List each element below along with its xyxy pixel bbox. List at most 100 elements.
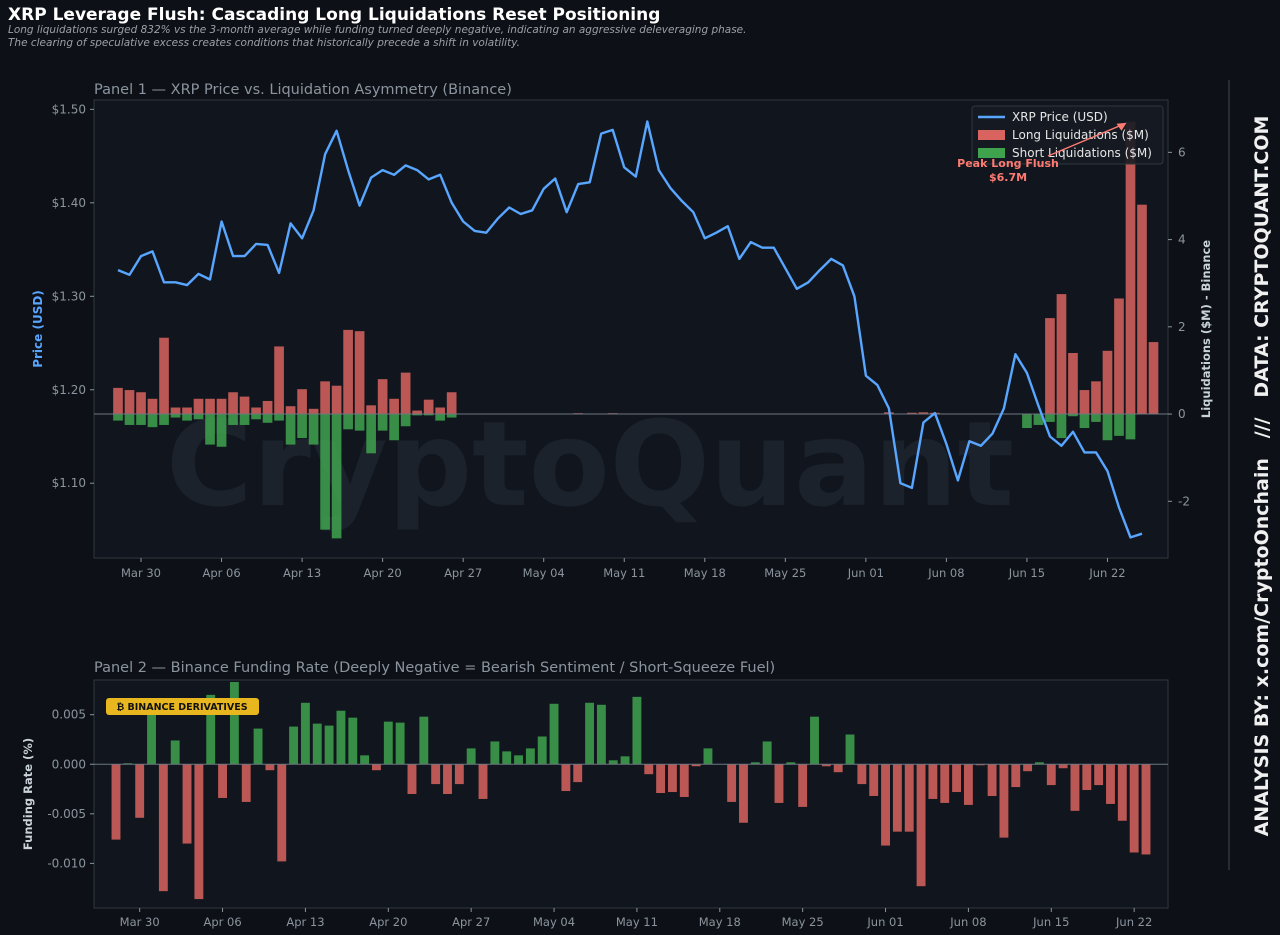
- short-liquidation-bar: [285, 414, 296, 445]
- long-liquidation-bar: [918, 412, 929, 415]
- side-credit: ANALYSIS BY: x.com/CryptoOnchain /// DAT…: [1251, 116, 1273, 837]
- x-tick-label: Jun 01: [866, 915, 903, 929]
- funding-rate-bar: [549, 703, 559, 765]
- x-tick-label: Apr 20: [369, 915, 407, 929]
- long-liquidation-bar: [1102, 350, 1113, 415]
- y-tick-label: $1.40: [52, 196, 86, 210]
- long-liquidation-bar: [136, 392, 146, 415]
- funding-rate-bar: [241, 764, 251, 802]
- funding-rate-bar: [869, 764, 879, 796]
- funding-rate-bar: [147, 699, 156, 765]
- long-liquidation-bar: [239, 396, 250, 415]
- long-liquidation-bar: [297, 389, 307, 415]
- funding-rate-bar: [502, 751, 512, 765]
- long-liquidation-bar: [343, 329, 353, 415]
- funding-rate-bar: [573, 764, 583, 783]
- annotation-arrow: [1047, 123, 1125, 157]
- x-tick-label: Jun 22: [1115, 915, 1152, 929]
- short-liquidation-bar: [1114, 414, 1124, 436]
- funding-rate-bar: [478, 764, 488, 799]
- funding-rate-bar: [525, 748, 535, 765]
- x-tick-label: May 18: [684, 566, 726, 580]
- long-liquidation-bar: [159, 337, 169, 415]
- long-liquidation-bar: [435, 407, 445, 415]
- long-liquidation-bar: [320, 381, 330, 415]
- x-tick-label: Jun 08: [927, 566, 964, 580]
- funding-rate-bar: [466, 748, 476, 765]
- long-liquidation-bar: [1056, 294, 1067, 415]
- funding-rate-bar: [395, 722, 405, 765]
- funding-rate-bar: [940, 764, 950, 803]
- x-tick-label: Apr 20: [364, 566, 402, 580]
- funding-rate-bar: [1011, 764, 1021, 788]
- panel-2-title: Panel 2 — Binance Funding Rate (Deeply N…: [94, 660, 775, 676]
- short-liquidation-bar: [343, 414, 353, 430]
- funding-rate-bar: [360, 755, 370, 765]
- badge-label: ₿ BINANCE DERIVATIVES: [116, 702, 247, 713]
- y-right-tick-label: 0: [1178, 407, 1186, 421]
- funding-rate-bar: [928, 764, 938, 799]
- long-liquidation-bar: [251, 407, 261, 415]
- funding-rate-bar: [182, 764, 192, 844]
- funding-rate-bar: [987, 764, 997, 796]
- short-liquidation-bar: [354, 414, 365, 431]
- short-liquidation-bar: [193, 414, 204, 420]
- short-liquidation-bar: [1045, 414, 1055, 422]
- funding-rate-bar: [1141, 764, 1151, 855]
- x-tick-label: Mar 30: [121, 566, 161, 580]
- funding-rate-bar: [585, 702, 595, 765]
- short-liquidation-bar: [113, 414, 123, 421]
- funding-rate-bar: [703, 748, 713, 765]
- long-liquidation-bar: [446, 392, 457, 415]
- funding-rate-bar: [1082, 764, 1092, 791]
- funding-rate-bar: [798, 764, 808, 807]
- y-tick-label: $1.30: [52, 289, 86, 303]
- panel-1-frame: [93, 99, 1169, 559]
- x-tick-label: Mar 30: [120, 915, 160, 929]
- y-tick-label: -0.010: [47, 856, 86, 870]
- funding-rate-bar: [1058, 764, 1068, 769]
- short-liquidation-bar: [1079, 414, 1090, 429]
- annotation-label: Peak Long Flush: [957, 157, 1059, 170]
- funding-rate-bar: [857, 764, 867, 785]
- long-liquidation-bar: [274, 346, 284, 415]
- short-liquidation-bar: [1125, 414, 1136, 440]
- legend: XRP Price (USD) Long Liquidations ($M) Sho…: [971, 105, 1164, 165]
- short-liquidation-bar: [297, 414, 307, 439]
- short-liquidation-bar: [435, 414, 445, 421]
- short-liquidation-bar: [182, 414, 192, 421]
- xrp-price-line: [117, 120, 1143, 539]
- short-liquidation-bar: [239, 414, 250, 425]
- long-liquidation-bar: [366, 405, 376, 415]
- funding-rate-bar: [407, 764, 417, 794]
- annotation-arrowhead: [1116, 122, 1127, 131]
- funding-rate-bar: [833, 764, 843, 773]
- y-tick-label: $1.10: [52, 476, 86, 490]
- x-tick-label: Apr 27: [444, 566, 482, 580]
- funding-rate-bar: [277, 764, 287, 862]
- funding-rate-bar: [691, 764, 701, 767]
- x-tick-label: Jun 22: [1088, 566, 1125, 580]
- long-liquidation-bar: [1148, 342, 1159, 415]
- long-liquidation-bar: [1068, 352, 1078, 415]
- x-tick-label: May 04: [523, 566, 565, 580]
- funding-rate-bar: [1035, 762, 1044, 765]
- short-liquidation-bar: [262, 414, 273, 423]
- y-axis-right-label: Liquidations ($M) - Binance: [1199, 240, 1213, 418]
- long-liquidation-bar: [1114, 298, 1124, 415]
- funding-rate-bar: [1023, 764, 1033, 772]
- long-liquidation-bar: [1091, 381, 1101, 415]
- funding-rate-bar: [324, 725, 334, 765]
- short-liquidation-bar: [331, 414, 342, 539]
- y-right-tick-label: 2: [1178, 320, 1186, 334]
- annotation-value: $6.7M: [989, 171, 1027, 184]
- funding-rate-bar: [644, 764, 654, 775]
- x-tick-label: Jun 01: [847, 566, 884, 580]
- funding-rate-bar: [431, 764, 441, 785]
- x-tick-label: Apr 13: [286, 915, 324, 929]
- y-axis-label: Funding Rate (%): [21, 738, 35, 850]
- funding-rate-bar: [963, 764, 973, 805]
- short-liquidation-bar: [136, 414, 146, 425]
- short-liquidation-bar: [159, 414, 169, 425]
